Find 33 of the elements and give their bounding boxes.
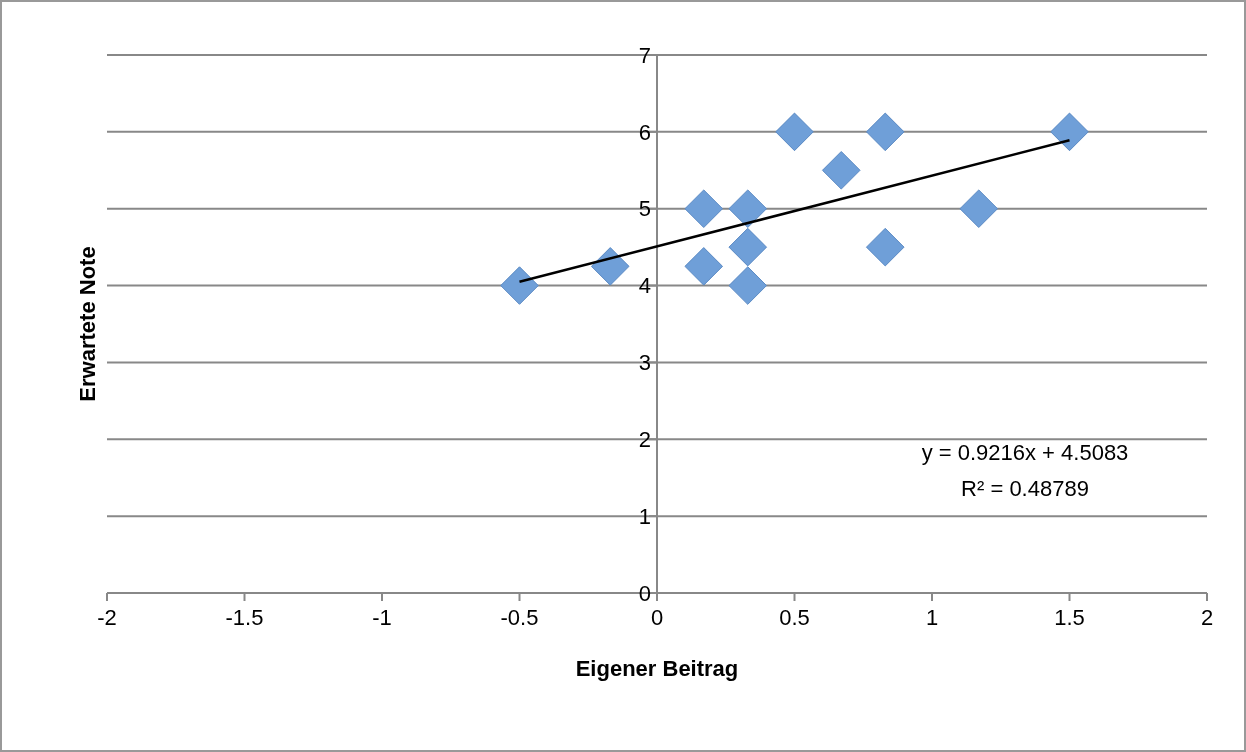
point — [590, 247, 630, 286]
y-tick-label: 0 — [638, 580, 651, 606]
y-tick-label: 6 — [638, 119, 651, 145]
y-tick-label: 3 — [638, 350, 651, 376]
point — [500, 266, 539, 305]
point — [1050, 112, 1089, 152]
x-tick-label: -2 — [97, 605, 117, 630]
x-tick-label: -0.5 — [500, 605, 539, 630]
x-tick-label: 1 — [925, 605, 939, 630]
y-axis-title: Erwartete Note — [75, 246, 100, 402]
x-tick-label: 0.5 — [779, 605, 810, 630]
x-tick-label: 2 — [1200, 605, 1214, 630]
x-axis-title: Eigener Beitrag — [575, 656, 739, 681]
y-tick-label: 7 — [638, 42, 651, 68]
point — [865, 112, 905, 152]
point — [684, 247, 724, 286]
y-tick-label: 2 — [638, 426, 651, 452]
point — [684, 189, 724, 228]
x-tick-label: -1.5 — [225, 605, 264, 630]
point — [865, 227, 905, 267]
annotation: y = 0.9216x + 4.5083 — [921, 440, 1129, 465]
x-tick-label: -1 — [372, 605, 392, 630]
point — [775, 112, 814, 152]
y-tick-label: 5 — [638, 196, 651, 222]
point — [821, 151, 861, 190]
x-tick-label: 1.5 — [1054, 605, 1085, 630]
point — [728, 189, 768, 228]
point — [728, 227, 768, 267]
y-tick-label: 4 — [638, 273, 651, 299]
y-tick-label: 1 — [638, 503, 651, 529]
point — [959, 189, 999, 228]
point — [728, 266, 768, 305]
annotation: R² = 0.48789 — [961, 476, 1089, 501]
